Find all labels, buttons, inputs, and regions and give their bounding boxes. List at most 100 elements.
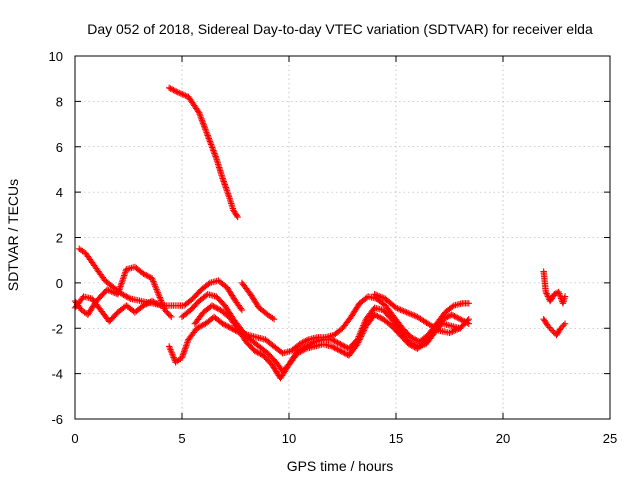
data-point-interp [153, 300, 160, 307]
x-tick-label: 10 [282, 431, 296, 446]
data-point-interp [559, 323, 566, 330]
data-point-interp [222, 322, 229, 329]
data-point-interp [301, 346, 308, 353]
data-point-interp [180, 91, 188, 99]
data-point-interp [332, 345, 340, 352]
data-point-interp [179, 91, 186, 98]
data-point-interp [300, 338, 308, 346]
data-point-interp [201, 123, 208, 130]
x-tick-label: 5 [178, 431, 185, 446]
data-point [174, 89, 181, 96]
data-point-interp [452, 313, 460, 321]
y-tick-label: -6 [51, 412, 63, 427]
data-point-interp [334, 346, 341, 353]
data-point-interp [409, 334, 416, 342]
data-point-interp [560, 322, 567, 329]
data-point-interp [331, 344, 338, 352]
data-point-interp [410, 335, 418, 343]
data-point [140, 270, 147, 277]
data-point-interp [441, 315, 448, 322]
data-point [168, 313, 175, 321]
data-point [337, 347, 344, 355]
data-point-interp [372, 291, 380, 299]
data-point-interp [120, 291, 127, 299]
data-point [204, 132, 211, 139]
data-point-interp [229, 325, 236, 333]
data-point-interp [464, 317, 471, 324]
data-point-interp [170, 86, 177, 94]
series-arc-8 [191, 302, 472, 382]
data-point-interp [452, 326, 459, 334]
data-point-interp [210, 303, 217, 310]
data-point-interp [449, 328, 456, 335]
data-point-interp [198, 115, 205, 122]
series-arc-11 [540, 315, 569, 339]
data-point-interp [211, 303, 219, 311]
data-point [371, 291, 378, 298]
y-tick-label: 8 [56, 94, 63, 109]
data-point-interp [123, 293, 130, 300]
data-point-interp [412, 336, 419, 343]
data-point-interp [299, 339, 306, 346]
data-point-interp [257, 350, 264, 358]
data-point-interp [205, 133, 212, 141]
data-point-interp [405, 309, 412, 317]
data-point-interp [374, 292, 381, 299]
data-point [238, 306, 246, 314]
data-point-interp [340, 349, 347, 356]
data-point-interp [198, 322, 205, 330]
data-point [549, 327, 556, 334]
chart-title: Day 052 of 2018, Sidereal Day-to-day VTE… [87, 21, 593, 37]
data-point-interp [207, 139, 214, 147]
y-tick-label: 6 [56, 140, 63, 155]
data-point [234, 213, 241, 221]
data-point [219, 320, 226, 327]
data-point-interp [173, 88, 180, 95]
data-point-interp [202, 126, 209, 133]
data-point-interp [546, 324, 553, 331]
data-point-interp [207, 141, 215, 148]
data-point-interp [220, 321, 228, 328]
y-axis-ticks: -6 -4 -2 0 2 4 6 8 10 [49, 49, 610, 427]
data-point-interp [458, 316, 465, 324]
series-arc-4 [71, 263, 175, 321]
data-point-interp [445, 312, 452, 320]
data-point [195, 109, 203, 116]
data-point-interp [197, 112, 204, 119]
x-axis-ticks: 0 5 10 15 20 25 [71, 56, 617, 446]
data-point-interp [209, 144, 216, 151]
data-point-interp [341, 343, 348, 350]
data-point-interp [143, 272, 150, 279]
data-point-interp [252, 348, 260, 355]
data-point-interp [375, 292, 383, 300]
x-axis-label: GPS time / hours [287, 458, 394, 474]
data-point [140, 302, 147, 309]
data-point-interp [444, 313, 451, 321]
data-point-interp [447, 328, 455, 336]
y-tick-label: 2 [56, 231, 63, 246]
data-point-interp [407, 341, 414, 349]
data-point [193, 325, 201, 332]
data-point-interp [167, 85, 174, 92]
data-point-interp [454, 314, 461, 321]
data-point-interp [182, 92, 189, 99]
data-point-interp [255, 350, 263, 357]
data-point [446, 329, 453, 336]
data-point-interp [214, 305, 221, 312]
x-tick-label: 0 [71, 431, 78, 446]
y-axis-label: SDTVAR / TECUs [5, 179, 21, 291]
data-point-interp [409, 311, 417, 319]
data-point-interp [197, 114, 205, 121]
x-tick-label: 25 [603, 431, 617, 446]
data-point-interp [330, 337, 337, 344]
data-point-interp [451, 312, 458, 320]
data-point-interp [357, 334, 364, 342]
data-point-interp [406, 310, 413, 317]
data-point-interp [121, 292, 129, 299]
x-tick-label: 20 [496, 431, 510, 446]
data-point-interp [409, 343, 417, 350]
data-point-interp [450, 327, 458, 335]
data-point-interp [544, 291, 551, 299]
data-point-interp [308, 340, 316, 347]
